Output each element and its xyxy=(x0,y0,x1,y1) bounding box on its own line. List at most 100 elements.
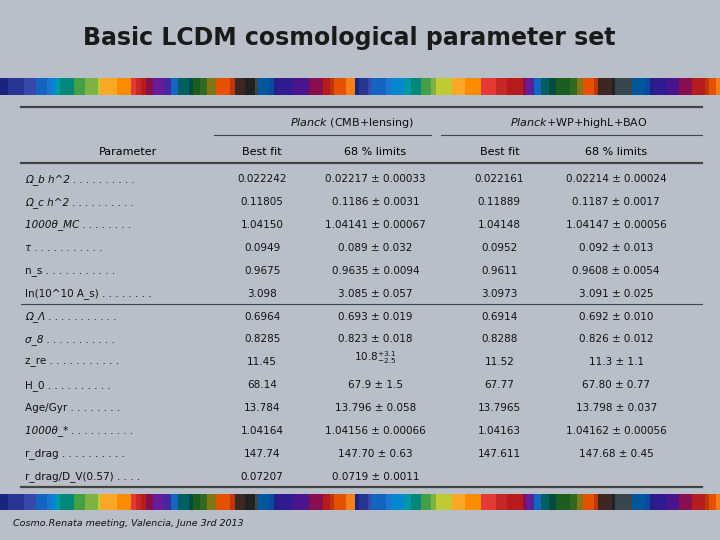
Bar xyxy=(667,494,679,510)
Bar xyxy=(85,78,98,94)
Bar xyxy=(199,494,207,510)
Text: Basic LCDM cosmological parameter set: Basic LCDM cosmological parameter set xyxy=(83,25,616,50)
Bar xyxy=(230,78,235,94)
Text: 1.04164: 1.04164 xyxy=(240,426,284,436)
Bar xyxy=(650,494,652,510)
Bar xyxy=(541,494,549,510)
Bar xyxy=(193,494,199,510)
Bar xyxy=(593,494,598,510)
Text: Parameter: Parameter xyxy=(99,147,157,157)
Bar xyxy=(330,494,334,510)
Bar xyxy=(163,494,171,510)
Bar xyxy=(583,494,593,510)
Text: $\it{Planck}$ (CMB+lensing): $\it{Planck}$ (CMB+lensing) xyxy=(289,116,413,130)
Bar xyxy=(631,78,645,94)
Text: 0.9635 ± 0.0094: 0.9635 ± 0.0094 xyxy=(332,266,419,276)
Bar xyxy=(531,494,534,510)
Bar xyxy=(531,78,534,94)
Text: 1.04150: 1.04150 xyxy=(240,220,284,230)
Bar xyxy=(199,78,207,94)
Bar xyxy=(404,78,411,94)
Text: 147.68 ± 0.45: 147.68 ± 0.45 xyxy=(579,449,654,459)
Bar xyxy=(8,78,24,94)
Bar xyxy=(52,494,56,510)
Bar xyxy=(615,78,631,94)
Bar xyxy=(48,78,52,94)
Bar xyxy=(153,494,163,510)
Bar xyxy=(436,494,452,510)
Text: 0.693 ± 0.019: 0.693 ± 0.019 xyxy=(338,312,413,321)
Text: 0.9608 ± 0.0054: 0.9608 ± 0.0054 xyxy=(572,266,660,276)
Bar xyxy=(556,78,570,94)
Bar xyxy=(523,78,526,94)
Bar xyxy=(85,494,98,510)
Text: 0.692 ± 0.010: 0.692 ± 0.010 xyxy=(579,312,653,321)
Text: 3.085 ± 0.057: 3.085 ± 0.057 xyxy=(338,289,413,299)
Bar xyxy=(189,494,193,510)
Text: 0.0949: 0.0949 xyxy=(244,243,280,253)
Bar xyxy=(131,78,136,94)
Text: 0.089 ± 0.032: 0.089 ± 0.032 xyxy=(338,243,413,253)
Bar xyxy=(330,78,334,94)
Bar xyxy=(549,494,556,510)
Text: 1000θ_* . . . . . . . . . .: 1000θ_* . . . . . . . . . . xyxy=(25,426,133,436)
Bar xyxy=(354,494,359,510)
Text: 0.826 ± 0.012: 0.826 ± 0.012 xyxy=(579,334,654,345)
Text: Ω_Λ . . . . . . . . . . .: Ω_Λ . . . . . . . . . . . xyxy=(25,311,117,322)
Text: 67.80 ± 0.77: 67.80 ± 0.77 xyxy=(582,380,650,390)
Bar xyxy=(310,78,323,94)
Bar xyxy=(0,494,8,510)
Text: 0.9675: 0.9675 xyxy=(244,266,280,276)
Text: 68 % limits: 68 % limits xyxy=(344,147,407,157)
Text: 1.04148: 1.04148 xyxy=(478,220,521,230)
Bar xyxy=(146,78,153,94)
Bar xyxy=(371,494,386,510)
Text: 3.0973: 3.0973 xyxy=(481,289,518,299)
Bar xyxy=(346,494,354,510)
Bar xyxy=(100,494,117,510)
Bar xyxy=(708,78,716,94)
Bar xyxy=(411,494,420,510)
Bar xyxy=(507,494,523,510)
Bar xyxy=(269,78,274,94)
Bar xyxy=(708,494,716,510)
Text: H_0 . . . . . . . . . .: H_0 . . . . . . . . . . xyxy=(25,380,111,390)
Bar xyxy=(420,78,431,94)
Text: 3.091 ± 0.025: 3.091 ± 0.025 xyxy=(579,289,654,299)
Bar xyxy=(258,494,269,510)
Bar xyxy=(48,494,52,510)
Bar xyxy=(577,78,583,94)
Text: 0.1186 ± 0.0031: 0.1186 ± 0.0031 xyxy=(332,197,419,207)
Text: 0.02217 ± 0.00033: 0.02217 ± 0.00033 xyxy=(325,174,426,184)
Text: 67.9 ± 1.5: 67.9 ± 1.5 xyxy=(348,380,403,390)
Bar xyxy=(615,494,631,510)
Bar xyxy=(570,494,577,510)
Text: 13.7965: 13.7965 xyxy=(478,403,521,413)
Bar xyxy=(368,494,371,510)
Bar xyxy=(496,494,507,510)
Bar xyxy=(323,494,330,510)
Bar xyxy=(245,78,256,94)
Bar xyxy=(534,78,541,94)
Bar xyxy=(386,78,392,94)
Bar xyxy=(0,78,8,94)
Bar xyxy=(645,78,650,94)
Bar xyxy=(24,78,37,94)
Text: $10.8^{+3.1}_{-2.5}$: $10.8^{+3.1}_{-2.5}$ xyxy=(354,349,397,366)
Bar xyxy=(598,78,612,94)
Bar xyxy=(216,78,230,94)
Bar xyxy=(136,78,141,94)
Text: Ω_c h^2 . . . . . . . . . .: Ω_c h^2 . . . . . . . . . . xyxy=(25,197,134,207)
Bar xyxy=(507,78,523,94)
Bar xyxy=(74,494,85,510)
Bar xyxy=(74,78,85,94)
Bar xyxy=(216,494,230,510)
Bar xyxy=(258,78,269,94)
Bar xyxy=(692,494,705,510)
Bar xyxy=(274,78,277,94)
Text: Cosmo.Renata meeting, Valencia, June 3rd 2013: Cosmo.Renata meeting, Valencia, June 3rd… xyxy=(13,518,243,528)
Text: 147.74: 147.74 xyxy=(244,449,280,459)
Bar xyxy=(526,78,531,94)
Bar xyxy=(56,78,60,94)
Bar xyxy=(100,78,117,94)
